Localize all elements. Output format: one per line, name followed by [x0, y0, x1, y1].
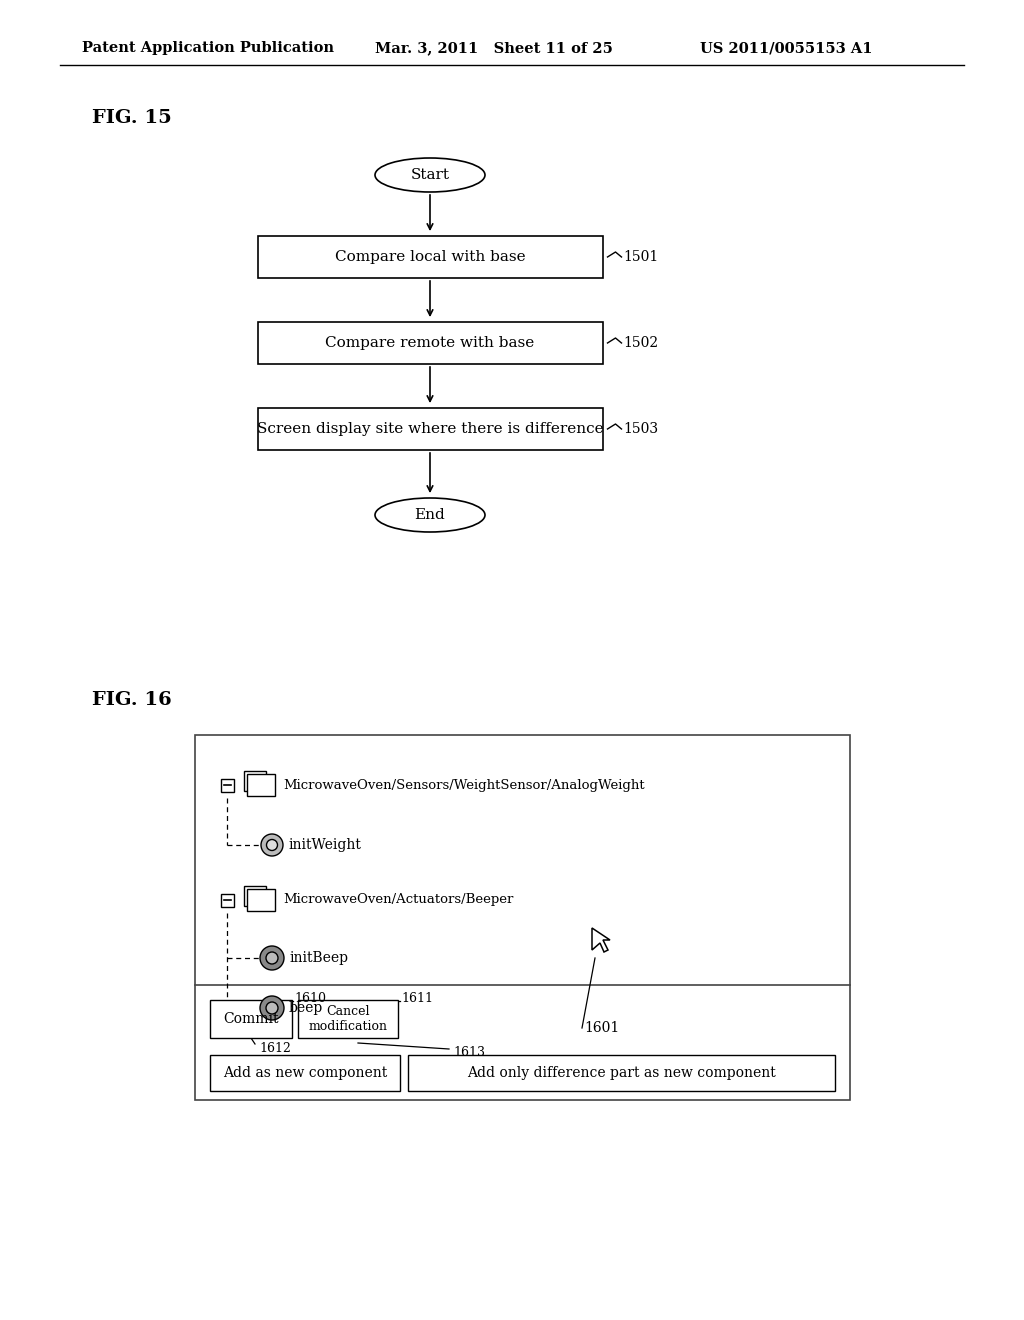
Text: 1611: 1611 [401, 991, 433, 1005]
Circle shape [266, 840, 278, 850]
Text: Compare local with base: Compare local with base [335, 249, 525, 264]
Bar [210, 1055, 400, 1092]
Bar [257, 236, 602, 279]
Bar [247, 774, 275, 796]
Text: End: End [415, 508, 445, 521]
Bar [247, 888, 275, 911]
Text: Cancel
modification: Cancel modification [308, 1005, 387, 1034]
Text: MicrowaveOven/Sensors/WeightSensor/AnalogWeight: MicrowaveOven/Sensors/WeightSensor/Analo… [283, 779, 645, 792]
Bar [257, 322, 602, 364]
Ellipse shape [375, 498, 485, 532]
Bar [210, 1001, 292, 1038]
Text: 1501: 1501 [624, 249, 658, 264]
Text: Screen display site where there is difference: Screen display site where there is diffe… [257, 422, 603, 436]
Circle shape [261, 834, 283, 855]
Text: Add as new component: Add as new component [223, 1067, 387, 1080]
Circle shape [260, 946, 284, 970]
Bar [195, 735, 850, 1100]
Text: initWeight: initWeight [288, 838, 360, 851]
Text: FIG. 15: FIG. 15 [92, 110, 172, 127]
Text: 1601: 1601 [584, 1020, 620, 1035]
Text: 1502: 1502 [624, 337, 658, 350]
Bar [220, 894, 233, 907]
Bar [298, 1001, 398, 1038]
Text: 1612: 1612 [259, 1041, 291, 1055]
Text: 1613: 1613 [453, 1047, 485, 1060]
Text: Mar. 3, 2011   Sheet 11 of 25: Mar. 3, 2011 Sheet 11 of 25 [375, 41, 613, 55]
Text: beep: beep [289, 1001, 324, 1015]
Text: Patent Application Publication: Patent Application Publication [82, 41, 334, 55]
Bar [257, 408, 602, 450]
Polygon shape [592, 928, 610, 952]
Circle shape [260, 997, 284, 1020]
Text: US 2011/0055153 A1: US 2011/0055153 A1 [700, 41, 872, 55]
Text: FIG. 16: FIG. 16 [92, 690, 172, 709]
Circle shape [266, 952, 278, 964]
Text: Start: Start [411, 168, 450, 182]
Bar [244, 771, 266, 791]
Text: Compare remote with base: Compare remote with base [326, 337, 535, 350]
Ellipse shape [375, 158, 485, 191]
Circle shape [266, 1002, 278, 1014]
Text: Commit: Commit [223, 1012, 279, 1026]
Text: Add only difference part as new component: Add only difference part as new componen… [467, 1067, 776, 1080]
Text: initBeep: initBeep [289, 950, 348, 965]
Bar [244, 886, 266, 906]
Bar [408, 1055, 835, 1092]
Text: 1610: 1610 [294, 991, 326, 1005]
Bar [220, 779, 233, 792]
Text: MicrowaveOven/Actuators/Beeper: MicrowaveOven/Actuators/Beeper [283, 894, 513, 907]
Text: 1503: 1503 [624, 422, 658, 436]
